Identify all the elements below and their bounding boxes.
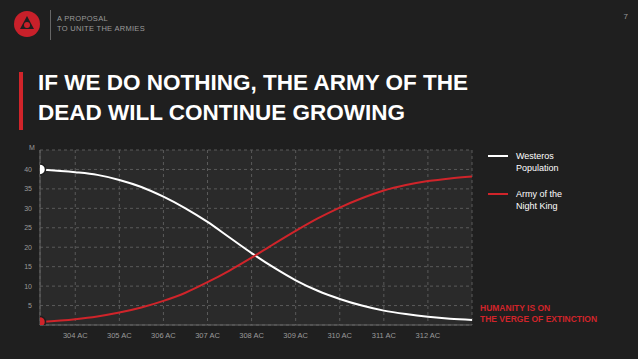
svg-text:40: 40: [24, 166, 32, 173]
svg-text:15: 15: [24, 263, 32, 270]
html-text:Westeros Population: Westeros Population: [516, 151, 559, 173]
svg-text:305 AC: 305 AC: [107, 331, 132, 340]
svg-text:10: 10: [24, 283, 32, 290]
html-text:TO UNITE THE ARMIES: TO UNITE THE ARMIES: [57, 24, 145, 33]
svg-text:312 AC: 312 AC: [416, 331, 441, 340]
svg-text:25: 25: [24, 224, 32, 231]
svg-text:309 AC: 309 AC: [283, 331, 308, 340]
html-text:7: 7: [623, 12, 628, 21]
html-text:DEAD WILL CONTINUE GROWING: DEAD WILL CONTINUE GROWING: [38, 100, 406, 125]
html-text:THE VERGE OF EXTINCTION: THE VERGE OF EXTINCTION: [480, 314, 598, 324]
svg-text:20: 20: [24, 244, 32, 251]
html-text:HUMANITY IS ON: HUMANITY IS ON: [480, 303, 551, 313]
html-text:IF WE DO NOTHING, THE ARMY OF: IF WE DO NOTHING, THE ARMY OF THE: [38, 70, 468, 95]
svg-text:310 AC: 310 AC: [327, 331, 352, 340]
html-text:M: M: [29, 144, 35, 151]
svg-text:304 AC: 304 AC: [63, 331, 88, 340]
html-text:Army of the Night King: Army of the Night King: [516, 189, 562, 211]
html-text:A PROPOSAL: A PROPOSAL: [57, 14, 108, 23]
svg-text:306 AC: 306 AC: [151, 331, 176, 340]
svg-text:35: 35: [24, 185, 32, 192]
svg-text:311 AC: 311 AC: [372, 331, 397, 340]
svg-text:30: 30: [24, 205, 32, 212]
svg-text:307 AC: 307 AC: [195, 331, 220, 340]
svg-text:308 AC: 308 AC: [239, 331, 264, 340]
svg-text:5: 5: [28, 302, 32, 309]
